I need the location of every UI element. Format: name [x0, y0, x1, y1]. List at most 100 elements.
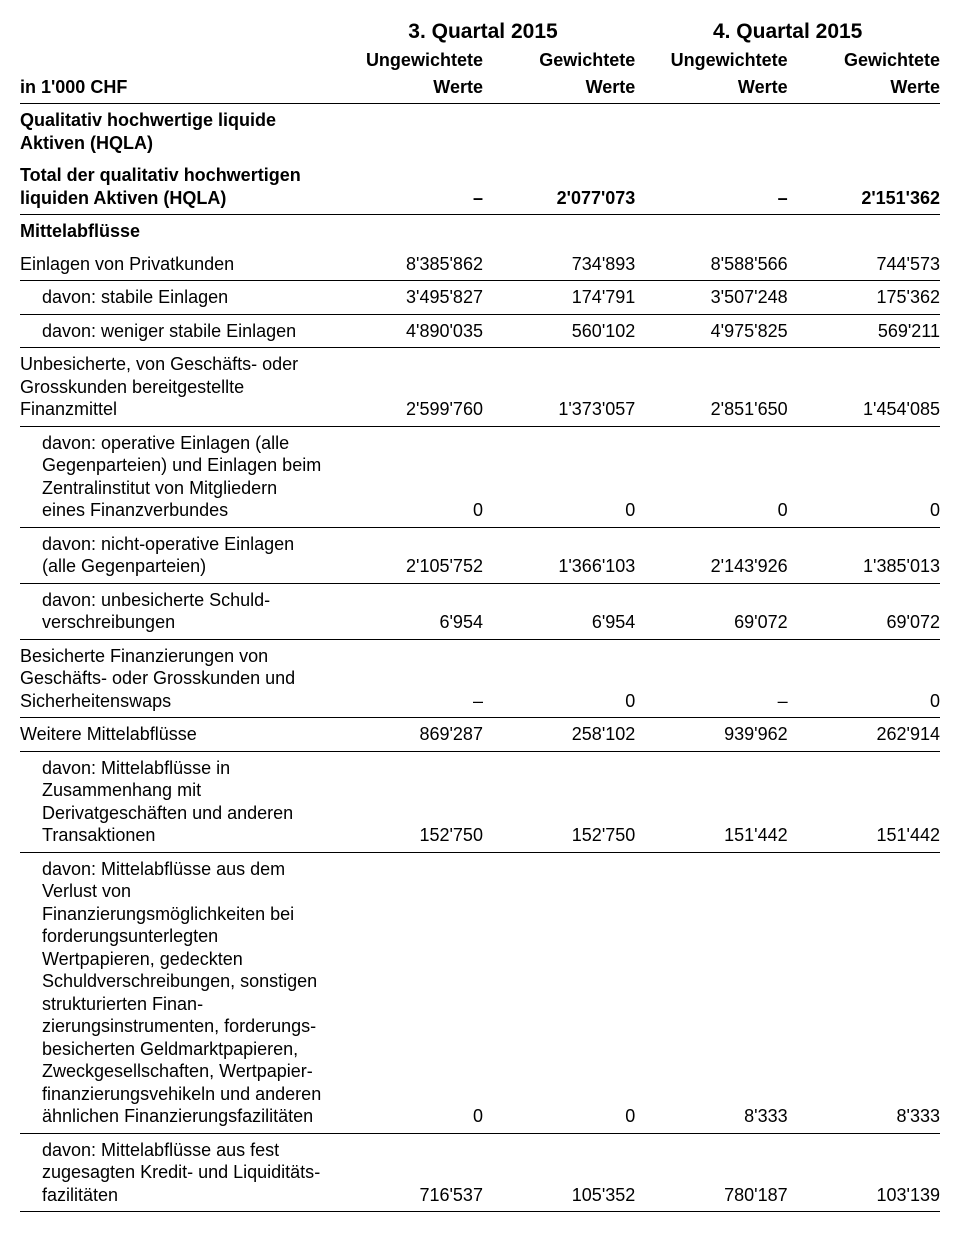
label-besicherte-fin: Besicherte Finanzierungen von Geschäfts-… — [20, 639, 331, 718]
row-besicherte-fin: Besicherte Finanzierungen von Geschäfts-… — [20, 639, 940, 718]
cell-weniger-stabile-3: 569'211 — [788, 314, 940, 348]
cell-mittelabfluesse-0 — [331, 215, 483, 248]
col-q4-ungew: Ungewichtete — [635, 50, 787, 77]
cell-unbes-schuld-3: 69'072 — [788, 583, 940, 639]
cell-verlust-fin-0: 0 — [331, 852, 483, 1133]
cell-hqla-total-2: – — [635, 159, 787, 215]
cell-weniger-stabile-0: 4'890'035 — [331, 314, 483, 348]
column-header-row-2: in 1'000 CHF Werte Werte Werte Werte — [20, 77, 940, 104]
cell-derivat-3: 151'442 — [788, 751, 940, 852]
cell-weniger-stabile-1: 560'102 — [483, 314, 635, 348]
cell-unbesicherte-0: 2'599'760 — [331, 348, 483, 427]
cell-unbes-schuld-0: 6'954 — [331, 583, 483, 639]
unit-label: in 1'000 CHF — [20, 77, 331, 104]
cell-nicht-operative-0: 2'105'752 — [331, 527, 483, 583]
row-derivat: davon: Mittelabflüsse in Zusammen­hang m… — [20, 751, 940, 852]
label-weniger-stabile: davon: weniger stabile Einlagen — [20, 314, 331, 348]
col-werte-4: Werte — [788, 77, 940, 104]
column-header-row-1: Ungewichtete Gewichtete Ungewichtete Gew… — [20, 50, 940, 77]
label-mittelabfluesse: Mittelabflüsse — [20, 215, 331, 248]
cell-weitere-mittel-0: 869'287 — [331, 718, 483, 752]
cell-hqla-total-3: 2'151'362 — [788, 159, 940, 215]
cell-stabile-einlagen-3: 175'362 — [788, 281, 940, 315]
cell-besicherte-fin-3: 0 — [788, 639, 940, 718]
cell-operative-einlagen-0: 0 — [331, 426, 483, 527]
quarter-header-row: 3. Quartal 2015 4. Quartal 2015 — [20, 20, 940, 50]
cell-hqla-total-1: 2'077'073 — [483, 159, 635, 215]
col-q4-gew: Gewichtete — [788, 50, 940, 77]
label-hqla-header: Qualitativ hochwertige liquide Aktiven (… — [20, 104, 331, 160]
q3-header: 3. Quartal 2015 — [331, 20, 636, 50]
row-operative-einlagen: davon: operative Einlagen (alle Gegenpar… — [20, 426, 940, 527]
cell-hqla-header-0 — [331, 104, 483, 160]
row-einlagen-privat: Einlagen von Privatkunden8'385'862734'89… — [20, 248, 940, 281]
row-unbes-schuld: davon: unbesicherte Schuld­verschreibung… — [20, 583, 940, 639]
financial-table: 3. Quartal 2015 4. Quartal 2015 Ungewich… — [20, 20, 940, 1212]
cell-operative-einlagen-2: 0 — [635, 426, 787, 527]
cell-derivat-1: 152'750 — [483, 751, 635, 852]
label-einlagen-privat: Einlagen von Privatkunden — [20, 248, 331, 281]
cell-stabile-einlagen-0: 3'495'827 — [331, 281, 483, 315]
col-werte-1: Werte — [331, 77, 483, 104]
cell-weniger-stabile-2: 4'975'825 — [635, 314, 787, 348]
cell-nicht-operative-2: 2'143'926 — [635, 527, 787, 583]
cell-nicht-operative-1: 1'366'103 — [483, 527, 635, 583]
cell-einlagen-privat-2: 8'588'566 — [635, 248, 787, 281]
label-operative-einlagen: davon: operative Einlagen (alle Gegenpar… — [20, 426, 331, 527]
cell-hqla-header-2 — [635, 104, 787, 160]
cell-einlagen-privat-0: 8'385'862 — [331, 248, 483, 281]
cell-kredit-liq-1: 105'352 — [483, 1133, 635, 1212]
label-stabile-einlagen: davon: stabile Einlagen — [20, 281, 331, 315]
cell-derivat-0: 152'750 — [331, 751, 483, 852]
label-hqla-total: Total der qualitativ hochwertigen liquid… — [20, 159, 331, 215]
cell-besicherte-fin-0: – — [331, 639, 483, 718]
cell-einlagen-privat-1: 734'893 — [483, 248, 635, 281]
row-nicht-operative: davon: nicht-operative Einlagen (alle Ge… — [20, 527, 940, 583]
cell-weitere-mittel-2: 939'962 — [635, 718, 787, 752]
cell-einlagen-privat-3: 744'573 — [788, 248, 940, 281]
cell-mittelabfluesse-3 — [788, 215, 940, 248]
cell-hqla-header-1 — [483, 104, 635, 160]
cell-nicht-operative-3: 1'385'013 — [788, 527, 940, 583]
cell-kredit-liq-0: 716'537 — [331, 1133, 483, 1212]
row-stabile-einlagen: davon: stabile Einlagen3'495'827174'7913… — [20, 281, 940, 315]
cell-verlust-fin-2: 8'333 — [635, 852, 787, 1133]
cell-mittelabfluesse-2 — [635, 215, 787, 248]
cell-operative-einlagen-3: 0 — [788, 426, 940, 527]
cell-stabile-einlagen-1: 174'791 — [483, 281, 635, 315]
row-hqla-total: Total der qualitativ hochwertigen liquid… — [20, 159, 940, 215]
row-weniger-stabile: davon: weniger stabile Einlagen4'890'035… — [20, 314, 940, 348]
col-werte-3: Werte — [635, 77, 787, 104]
cell-verlust-fin-3: 8'333 — [788, 852, 940, 1133]
label-kredit-liq: davon: Mittelabflüsse aus fest zugesagte… — [20, 1133, 331, 1212]
col-q3-gew: Gewichtete — [483, 50, 635, 77]
cell-unbes-schuld-2: 69'072 — [635, 583, 787, 639]
cell-weitere-mittel-3: 262'914 — [788, 718, 940, 752]
cell-unbes-schuld-1: 6'954 — [483, 583, 635, 639]
col-werte-2: Werte — [483, 77, 635, 104]
cell-unbesicherte-2: 2'851'650 — [635, 348, 787, 427]
cell-hqla-total-0: – — [331, 159, 483, 215]
row-mittelabfluesse: Mittelabflüsse — [20, 215, 940, 248]
cell-verlust-fin-1: 0 — [483, 852, 635, 1133]
label-unbesicherte: Unbesicherte, von Geschäfts- oder Grossk… — [20, 348, 331, 427]
col-q3-ungew: Ungewichtete — [331, 50, 483, 77]
row-hqla-header: Qualitativ hochwertige liquide Aktiven (… — [20, 104, 940, 160]
q4-header: 4. Quartal 2015 — [635, 20, 940, 50]
row-verlust-fin: davon: Mittelabflüsse aus dem Verlust vo… — [20, 852, 940, 1133]
cell-kredit-liq-2: 780'187 — [635, 1133, 787, 1212]
label-unbes-schuld: davon: unbesicherte Schuld­verschreibung… — [20, 583, 331, 639]
cell-mittelabfluesse-1 — [483, 215, 635, 248]
cell-weitere-mittel-1: 258'102 — [483, 718, 635, 752]
cell-derivat-2: 151'442 — [635, 751, 787, 852]
cell-stabile-einlagen-2: 3'507'248 — [635, 281, 787, 315]
cell-kredit-liq-3: 103'139 — [788, 1133, 940, 1212]
cell-operative-einlagen-1: 0 — [483, 426, 635, 527]
row-unbesicherte: Unbesicherte, von Geschäfts- oder Grossk… — [20, 348, 940, 427]
label-nicht-operative: davon: nicht-operative Einlagen (alle Ge… — [20, 527, 331, 583]
page: 3. Quartal 2015 4. Quartal 2015 Ungewich… — [0, 0, 960, 1252]
cell-besicherte-fin-1: 0 — [483, 639, 635, 718]
cell-unbesicherte-1: 1'373'057 — [483, 348, 635, 427]
row-weitere-mittel: Weitere Mittelabflüsse869'287258'102939'… — [20, 718, 940, 752]
row-kredit-liq: davon: Mittelabflüsse aus fest zugesagte… — [20, 1133, 940, 1212]
